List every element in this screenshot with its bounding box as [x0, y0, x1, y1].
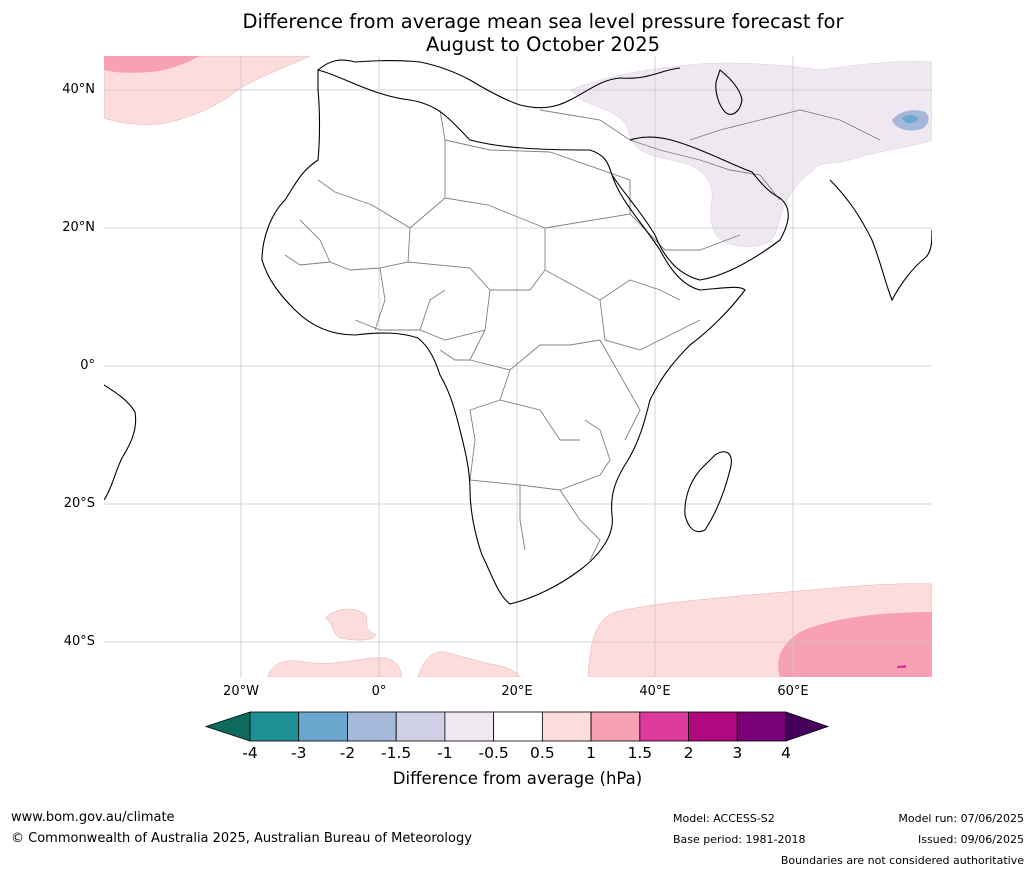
colorbar-box — [639, 711, 689, 742]
anomaly-south-indian-mid — [778, 612, 932, 677]
footer-disclaimer: Boundaries are not considered authoritat… — [780, 854, 1024, 867]
anomaly-central-asia-blue-dark — [902, 115, 918, 124]
title-line-1: Difference from average mean sea level p… — [242, 10, 844, 33]
colorbar-tick-label: 2 — [683, 744, 694, 762]
footer-model-run: Model run: 07/06/2025 — [898, 812, 1024, 825]
lat-label-20n: 20°N — [62, 220, 95, 235]
colorbar-tick-label: 1.5 — [627, 744, 653, 762]
footer-copyright: © Commonwealth of Australia 2025, Austra… — [11, 831, 472, 846]
anomaly-south-africa-band — [417, 651, 521, 677]
colorbar-box — [736, 711, 787, 742]
colorbar-box — [493, 711, 543, 742]
colorbar-tick-label: 3 — [732, 744, 743, 762]
footer-url: www.bom.gov.au/climate — [11, 810, 175, 825]
anomaly-north-atlantic-mid — [104, 56, 200, 73]
africa-coast — [261, 69, 746, 605]
lat-label-20s: 20°S — [63, 496, 95, 511]
colorbar-tick-label: -4 — [242, 744, 258, 762]
anomaly-south-atlantic-small — [324, 608, 376, 641]
south-america-coast — [104, 384, 137, 501]
lon-label-20e: 20°E — [501, 684, 533, 699]
figure-title: Difference from average mean sea level p… — [0, 10, 1035, 56]
anomaly-middle-east-light — [569, 61, 932, 247]
lon-label-60e: 60°E — [777, 684, 809, 699]
colorbar-box — [541, 711, 592, 742]
colorbar-box — [249, 711, 300, 742]
colorbar-tick-label: -1 — [437, 744, 453, 762]
colorbar-arrow-low — [204, 711, 251, 742]
colorbar-box — [590, 711, 641, 742]
colorbar-tick-label: 1 — [586, 744, 597, 762]
colorbar-arrow-high — [785, 711, 830, 742]
india-coast — [829, 179, 932, 302]
lon-label-20w: 20°W — [223, 684, 259, 699]
title-line-2: August to October 2025 — [425, 33, 661, 56]
caspian-coast — [715, 69, 743, 115]
colorbar-tick-label: -1.5 — [381, 744, 412, 762]
lat-label-40n: 40°N — [62, 82, 95, 97]
anomaly-south-indian-high — [897, 665, 906, 668]
country-borders — [284, 109, 881, 561]
colorbar-tick-label: 4 — [781, 744, 791, 762]
lat-label-0: 0° — [80, 358, 95, 373]
colorbar-tick-label: -2 — [339, 744, 356, 762]
gridlines — [104, 56, 932, 677]
coastlines — [104, 59, 932, 605]
europe-coast — [317, 59, 681, 109]
footer-issued: Issued: 09/06/2025 — [917, 833, 1024, 846]
colorbar-box — [688, 711, 738, 742]
colorbar-label: Difference from average (hPa) — [392, 769, 643, 788]
colorbar-box — [444, 711, 495, 742]
anomaly-south-atlantic-band — [267, 657, 403, 677]
lon-label-0: 0° — [371, 684, 387, 699]
lon-label-40e: 40°E — [639, 684, 671, 699]
colorbar-tick-label: -3 — [290, 744, 307, 762]
footer-base-period: Base period: 1981-2018 — [673, 833, 806, 846]
footer-model: Model: ACCESS-S2 — [673, 812, 775, 825]
colorbar-tick-label: -0.5 — [478, 744, 509, 762]
colorbar-box — [347, 711, 397, 742]
arabia-coast — [611, 136, 789, 281]
colorbar-box — [395, 711, 446, 742]
colorbar-box — [298, 711, 348, 742]
colorbar-tick-label: 0.5 — [530, 744, 555, 762]
lat-label-40s: 40°S — [63, 634, 95, 649]
madagascar-coast — [684, 451, 732, 533]
